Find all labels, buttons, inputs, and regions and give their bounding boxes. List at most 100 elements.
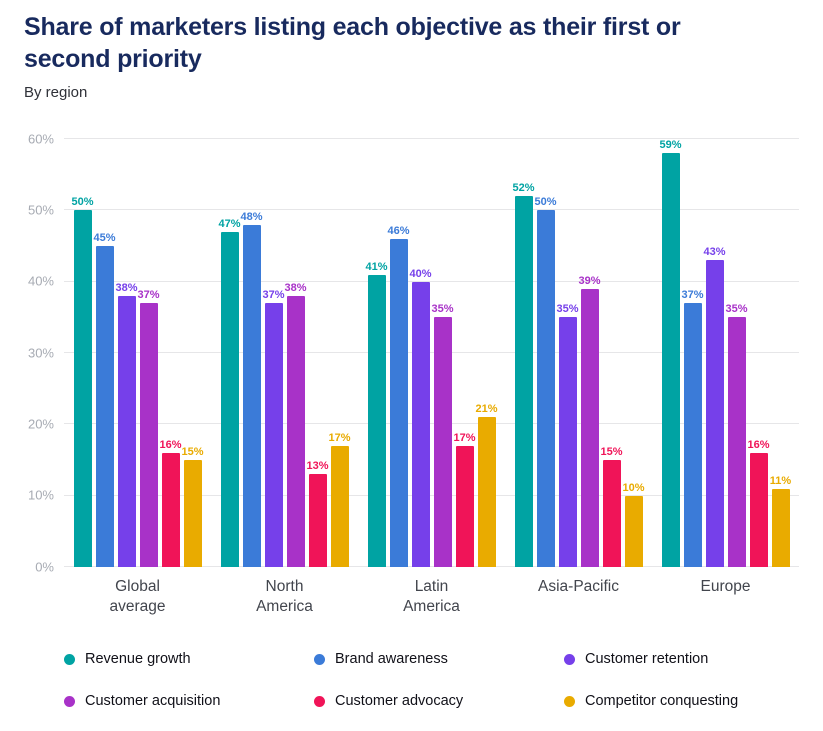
bar	[220, 231, 239, 567]
bar-value-label: 17%	[453, 431, 476, 444]
bar-column: 46%	[387, 139, 410, 567]
legend-label: Revenue growth	[85, 651, 191, 668]
bar	[389, 238, 408, 567]
bar-value-label: 37%	[262, 289, 285, 302]
bar-column: 39%	[578, 139, 601, 567]
y-axis-tick-label: 0%	[35, 559, 54, 574]
bar-column: 41%	[365, 139, 388, 567]
bar-value-label: 15%	[600, 446, 623, 458]
bar-value-label: 15%	[181, 446, 204, 458]
legend-item: Customer acquisition	[64, 693, 314, 709]
bar	[264, 303, 283, 567]
bar-value-label: 11%	[769, 474, 792, 487]
bar-column: 17%	[453, 139, 476, 567]
bar-value-label: 47%	[218, 217, 241, 230]
bar-groups: 50% 45% 38% 37% 16% 15% 47% 48% 37% 38% 13% 17% 41% 4…	[64, 139, 799, 567]
bar-group: 41% 46% 40% 35% 17% 21%	[365, 139, 498, 567]
bar-column: 40%	[409, 139, 432, 567]
bar-column: 16%	[747, 139, 770, 567]
y-axis-tick-label: 10%	[27, 487, 54, 503]
bar-value-label: 59%	[659, 139, 682, 151]
bar	[749, 452, 768, 567]
bar-column: 37%	[681, 139, 704, 567]
legend-item: Brand awareness	[314, 651, 564, 667]
bar-column: 35%	[725, 139, 748, 567]
x-axis-category-label: Europe	[700, 578, 751, 595]
legend-item: Competitor conquesting	[564, 693, 814, 709]
y-axis-tick-label: 50%	[27, 202, 54, 218]
bar	[308, 474, 327, 567]
bar-column: 37%	[262, 139, 285, 567]
bar-column: 50%	[534, 139, 557, 567]
legend-item: Customer retention	[564, 651, 814, 667]
legend: Revenue growth Brand awareness Customer re…	[64, 651, 799, 709]
bar-column: 35%	[556, 139, 579, 567]
bar-column: 35%	[431, 139, 454, 567]
bar-column: 50%	[71, 139, 94, 567]
plot-area: 0% 10% 20% 30% 40% 50% 60% 50% 45% 38% 37% 16% 15% 47…	[28, 131, 799, 574]
y-axis-tick-label: 20%	[27, 416, 54, 432]
gridline: 50%	[28, 202, 799, 217]
y-axis-tick-label: 60%	[27, 131, 54, 146]
gridline: 0%	[35, 559, 799, 574]
bar	[117, 295, 136, 567]
bar	[411, 281, 430, 567]
bar	[536, 210, 555, 567]
bar	[558, 317, 577, 567]
bar-value-label: 38%	[115, 281, 138, 294]
bar-value-label: 21%	[475, 403, 498, 416]
legend-dot	[64, 695, 75, 707]
x-axis-category-label: Latin America	[403, 578, 460, 616]
y-axis-tick-label: 40%	[27, 273, 54, 289]
bar-column: 13%	[306, 139, 329, 567]
bar	[455, 445, 474, 567]
bar-value-label: 13%	[306, 460, 329, 473]
bar-value-label: 35%	[725, 303, 748, 316]
legend-label: Competitor conquesting	[585, 693, 739, 710]
legend-dot	[564, 653, 575, 665]
bar	[161, 452, 180, 567]
gridline: 20%	[28, 416, 799, 431]
bar-column: 15%	[181, 139, 204, 567]
bar-group: 59% 37% 43% 35% 16% 11%	[659, 139, 792, 567]
bar-column: 15%	[600, 139, 623, 567]
bar-value-label: 17%	[328, 431, 351, 444]
bar-column: 43%	[703, 139, 726, 567]
bar-column: 45%	[93, 139, 116, 567]
bar-group: 50% 45% 38% 37% 16% 15%	[71, 139, 204, 567]
bar	[624, 495, 643, 567]
bar	[580, 288, 599, 567]
bar-value-label: 48%	[240, 210, 263, 223]
bar-value-label: 45%	[93, 232, 116, 244]
legend-dot	[314, 653, 325, 665]
bar-value-label: 10%	[622, 481, 645, 494]
bar-value-label: 43%	[703, 246, 726, 259]
legend-dot	[64, 653, 75, 665]
bar	[367, 274, 386, 567]
bar	[602, 460, 621, 567]
bar-column: 10%	[622, 139, 645, 567]
y-axis-tick-label: 30%	[27, 345, 54, 360]
bar-group: 47% 48% 37% 38% 13% 17%	[218, 139, 351, 567]
plot-outer: 0% 10% 20% 30% 40% 50% 60% 50% 45% 38% 37% 16% 15% 47…	[28, 131, 799, 574]
bar-group: 52% 50% 35% 39% 15% 10%	[512, 139, 645, 567]
bar	[433, 317, 452, 567]
x-axis-category-label: Global average	[109, 578, 166, 616]
bar-column: 38%	[115, 139, 138, 567]
bar	[330, 445, 349, 567]
bar-column: 59%	[659, 139, 682, 567]
legend-item: Customer advocacy	[314, 693, 564, 709]
bar	[242, 224, 261, 567]
bar-column: 38%	[284, 139, 307, 567]
legend-dot	[314, 695, 325, 707]
x-axis-labels: Global average North America Latin America…	[64, 577, 799, 617]
bar-column: 16%	[159, 139, 182, 567]
bar-column: 47%	[218, 139, 241, 567]
bar-value-label: 37%	[681, 289, 704, 302]
legend-item: Revenue growth	[64, 651, 314, 667]
bar	[683, 303, 702, 567]
bar	[95, 246, 114, 567]
bar-value-label: 50%	[534, 196, 557, 209]
bar	[514, 196, 533, 567]
